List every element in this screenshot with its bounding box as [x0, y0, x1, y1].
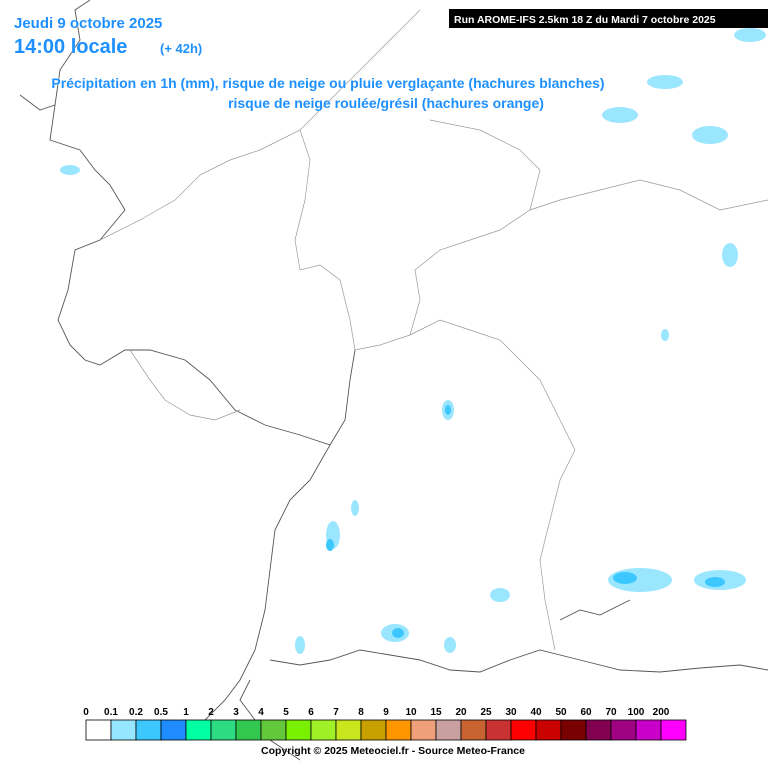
lead-time: (+ 42h) — [160, 41, 202, 56]
rain-area — [613, 572, 637, 584]
rain-area — [490, 588, 510, 602]
border-line — [269, 649, 768, 673]
run-info: Run AROME-IFS 2.5km 18 Z du Mardi 7 octo… — [454, 14, 716, 26]
rain-area — [734, 28, 766, 42]
run-banner — [449, 9, 768, 28]
legend-swatch — [560, 719, 587, 741]
legend-swatch — [135, 719, 162, 741]
rain-area — [445, 405, 451, 415]
region-line — [429, 119, 541, 211]
legend-label: 50 — [555, 707, 567, 718]
region-line — [129, 349, 241, 421]
legend-label: 0.1 — [104, 707, 118, 718]
legend-label: 7 — [333, 707, 339, 718]
legend-swatch — [285, 719, 312, 741]
legend-swatch — [85, 719, 112, 741]
legend-swatch — [410, 719, 437, 741]
rain-area — [722, 243, 738, 267]
legend-swatch — [160, 719, 187, 741]
legend-label: 6 — [308, 707, 314, 718]
rain-area — [326, 539, 334, 551]
legend-label: 60 — [580, 707, 592, 718]
legend-label: 2 — [208, 707, 214, 718]
legend-label: 100 — [628, 707, 645, 718]
legend-label: 9 — [383, 707, 389, 718]
legend: 0 0.1 0.2 0.5 1 2 3 4 5 6 7 8 9 10 15 20 25 30 40 50 60 70 100… — [83, 707, 687, 741]
region-line — [294, 129, 576, 651]
legend-label: 0.2 — [129, 707, 143, 718]
legend-label: 30 — [505, 707, 517, 718]
regions — [99, 9, 768, 651]
legend-swatch — [610, 719, 637, 741]
rain-area — [295, 636, 305, 654]
legend-label: 5 — [283, 707, 289, 718]
legend-swatch — [210, 719, 237, 741]
legend-swatch — [460, 719, 487, 741]
precipitation — [60, 28, 766, 654]
legend-swatch — [110, 719, 137, 741]
legend-swatch — [510, 719, 537, 741]
legend-swatch — [535, 719, 562, 741]
legend-swatch — [385, 719, 412, 741]
caption-line: risque de neige roulée/grésil (hachures … — [228, 95, 544, 111]
time: 14:00 locale — [14, 36, 127, 58]
rain-area — [60, 165, 80, 175]
date: Jeudi 9 octobre 2025 — [14, 15, 162, 32]
border-line — [19, 94, 331, 726]
legend-swatch — [435, 719, 462, 741]
legend-swatch — [310, 719, 337, 741]
rain-area — [602, 107, 638, 123]
rain-area — [351, 500, 359, 516]
rain-area — [661, 329, 669, 341]
legend-swatch — [660, 719, 687, 741]
region-line — [99, 9, 421, 241]
rain-area — [647, 75, 683, 89]
legend-swatch — [635, 719, 662, 741]
legend-label: 200 — [653, 707, 670, 718]
legend-swatch — [185, 719, 212, 741]
border-line — [559, 599, 631, 621]
border-line — [54, 0, 91, 106]
legend-label: 0.5 — [154, 707, 168, 718]
legend-label: 70 — [605, 707, 617, 718]
rain-area — [392, 628, 404, 638]
rain-area — [692, 126, 728, 144]
rain-area — [705, 577, 725, 587]
legend-swatch — [235, 719, 262, 741]
rain-area — [444, 637, 456, 653]
legend-label: 40 — [530, 707, 542, 718]
legend-swatch — [260, 719, 287, 741]
legend-label: 20 — [455, 707, 467, 718]
legend-label: 4 — [258, 707, 264, 718]
legend-label: 0 — [83, 707, 89, 718]
legend-swatch — [360, 719, 387, 741]
legend-swatch — [335, 719, 362, 741]
legend-swatch — [585, 719, 612, 741]
caption-line: Précipitation en 1h (mm), risque de neig… — [51, 75, 604, 91]
copyright: Copyright © 2025 Meteociel.fr - Source M… — [261, 745, 525, 757]
borders — [19, 0, 768, 761]
legend-label: 25 — [480, 707, 492, 718]
legend-swatch — [485, 719, 512, 741]
border-line — [329, 349, 356, 446]
legend-label: 15 — [430, 707, 442, 718]
legend-label: 3 — [233, 707, 239, 718]
legend-label: 10 — [405, 707, 417, 718]
legend-label: 1 — [183, 707, 189, 718]
legend-label: 8 — [358, 707, 364, 718]
